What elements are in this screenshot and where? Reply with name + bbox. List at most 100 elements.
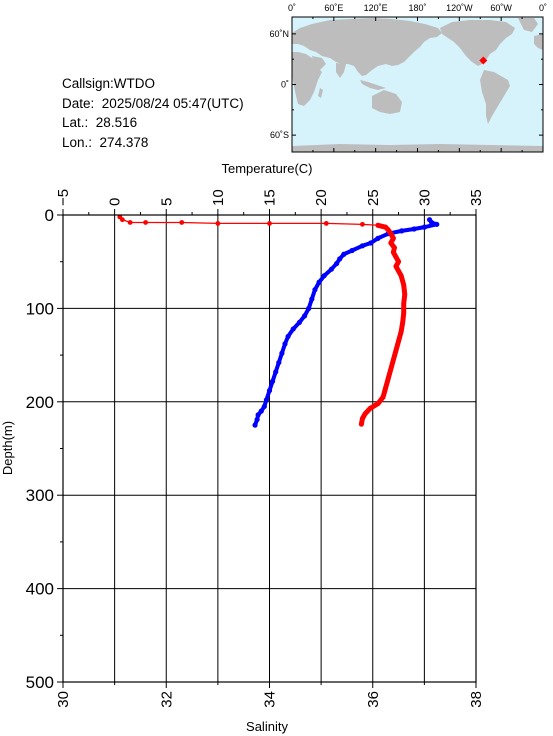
temperature-data-point [321, 273, 327, 279]
grid [62, 214, 477, 683]
top-axis-tick-label: 5 [158, 198, 175, 206]
temperature-data-point [261, 403, 267, 410]
salinity-data-point [267, 221, 272, 226]
date-row: Date: 2025/08/24 05:47(UTC) [62, 94, 244, 114]
temperature-data-point [399, 228, 405, 234]
map-lon-label: 120˚W [446, 3, 473, 13]
bottom-axis-tick-label: 34 [262, 691, 279, 708]
temperature-data-point [255, 412, 261, 418]
callsign-label: Callsign: [62, 76, 114, 91]
bottom-axis-title: Salinity [246, 719, 288, 734]
callsign-row: Callsign:WTDO [62, 74, 244, 94]
temperature-data-point [359, 243, 366, 249]
lat-row: Lat.: 28.516 [62, 113, 244, 133]
bottom-axis-tick-label: 38 [468, 691, 485, 708]
top-axis-tick-label: 15 [262, 189, 279, 206]
top-axis-tick-label: 25 [365, 189, 382, 206]
land-australia [372, 90, 402, 114]
land-greenland [518, 18, 538, 32]
y-axis-title: Depth(m) [0, 421, 15, 475]
callsign-value: WTDO [113, 76, 156, 91]
map-lon-label: 0˚ [539, 3, 547, 13]
temperature-data-point [269, 378, 276, 384]
map-lon-label: 180˚ [408, 3, 426, 13]
land-africa [292, 52, 322, 106]
salinity-data-point [323, 221, 329, 226]
temperature-data-point [411, 226, 417, 232]
y-axis-tick-label: 400 [26, 580, 54, 599]
temperature-data-point [276, 359, 282, 366]
y-axis-tick-label: 500 [26, 673, 54, 692]
land-north-america [440, 20, 515, 66]
temperature-profile-line [253, 217, 439, 428]
land-indonesia [360, 80, 386, 90]
temperature-data-point [306, 305, 312, 311]
map-lon-label: 60˚W [490, 3, 512, 13]
temperature-data-point [302, 313, 308, 319]
temperature-data-point [434, 221, 440, 227]
lat-label: Lat.: [62, 115, 89, 130]
temperature-data-point [312, 287, 318, 293]
temperature-data-point [328, 266, 335, 272]
temperature-data-point [334, 260, 340, 267]
salinity-data-point [143, 220, 149, 225]
land-europe [534, 34, 543, 50]
temperature-data-point [273, 369, 279, 375]
bottom-axis-tick-label: 36 [365, 691, 382, 708]
temperature-data-point [279, 350, 285, 356]
map-land [292, 18, 543, 152]
date-value: 2025/08/24 05:47(UTC) [101, 95, 244, 111]
temperature-data-point [341, 251, 347, 257]
land-japan [396, 42, 404, 54]
temperature-data-point [254, 416, 260, 423]
salinity-data-point [360, 221, 365, 227]
temperature-data-point [296, 319, 303, 326]
temperature-data-point [282, 341, 288, 347]
top-axis-tick-label: 10 [210, 189, 227, 206]
map-labels: 0˚ 60˚E 120˚E 180˚ 120˚W 60˚W 0˚ 60˚N 0˚ 60˚S [269, 3, 547, 140]
temperature-data-point [421, 224, 427, 230]
salinity-data-point [119, 217, 125, 223]
lat-value: 28.516 [95, 115, 138, 130]
series-layer [117, 214, 440, 428]
land-eurasia [292, 18, 442, 76]
map-lon-label: 120˚E [364, 3, 388, 13]
temperature-data-point [375, 235, 381, 241]
y-axis-tick-label: 100 [26, 299, 54, 318]
station-marker [479, 56, 488, 65]
land-india [336, 63, 346, 78]
lon-row: Lon.: 274.378 [62, 133, 244, 153]
map-lat-label: 60˚N [269, 29, 289, 39]
temperature-data-point [252, 422, 258, 428]
y-axis-tick-label: 300 [26, 486, 54, 505]
land-madagascar [318, 88, 323, 98]
top-axis-tick-label: 30 [416, 189, 433, 206]
land-south-america [480, 70, 510, 124]
map-lat-label: 0˚ [281, 80, 289, 90]
date-label: Date: [62, 95, 95, 111]
station-info: Callsign:WTDO Date: 2025/08/24 05:47(UTC… [62, 74, 244, 152]
map-lon-label: 60˚E [324, 3, 343, 13]
top-axis-tick-label: 35 [468, 189, 485, 206]
temperature-data-point [316, 279, 322, 285]
top-axis-tick-label: 0 [107, 198, 124, 206]
top-axis-title: Temperature(C) [221, 161, 312, 176]
temperature-data-point [309, 296, 315, 302]
bottom-axis-tick-label: 30 [55, 691, 72, 708]
map-lat-label: 60˚S [270, 130, 289, 140]
temperature-data-point [266, 387, 273, 394]
salinity-data-point [215, 221, 221, 226]
map-ticks [291, 17, 544, 152]
y-axis-tick-label: 200 [26, 393, 54, 412]
salinity-data-point [179, 220, 185, 225]
lon-value: 274.378 [99, 134, 149, 150]
temperature-data-point [263, 397, 270, 403]
salinity-profile-line-dense [358, 222, 408, 427]
axis-ticks [57, 209, 477, 688]
bottom-axis-tick-label: 32 [158, 691, 175, 708]
temperature-data-point [429, 219, 435, 226]
top-axis-tick-label: −5 [55, 189, 72, 206]
lon-label: Lon.: [62, 134, 93, 150]
